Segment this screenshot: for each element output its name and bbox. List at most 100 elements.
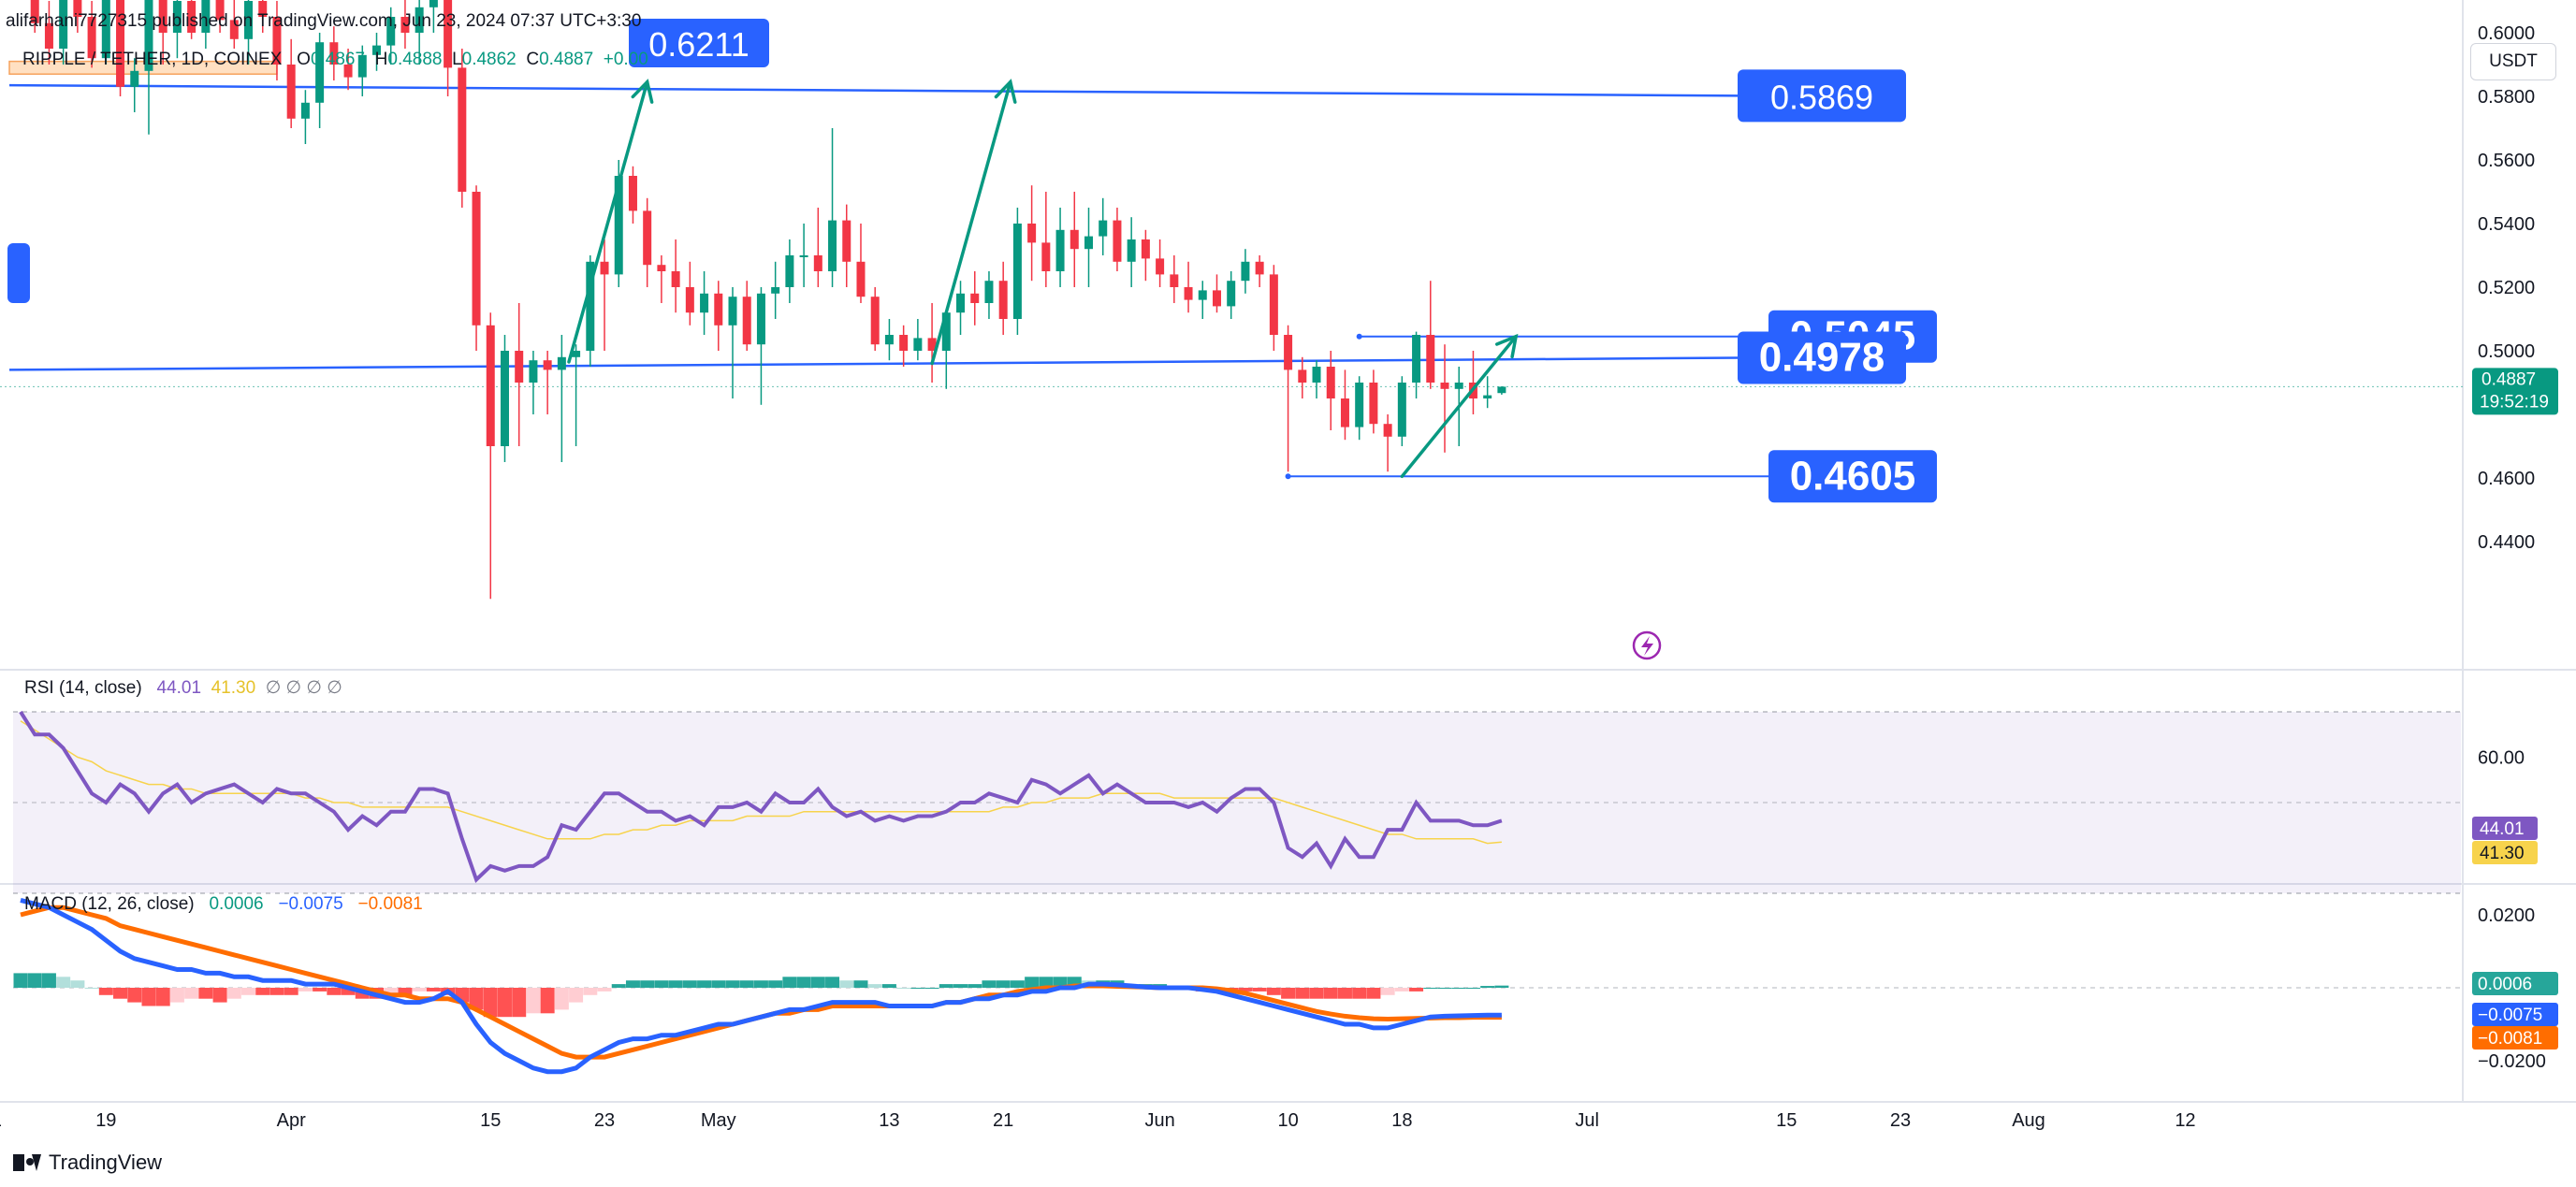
candle-body [101, 0, 110, 59]
candle-body [1070, 229, 1079, 250]
macd-histogram-bar [569, 988, 584, 1003]
candle-body [244, 0, 254, 39]
macd-histogram-bar [384, 988, 399, 995]
candle-body [1497, 386, 1506, 394]
macd-value-badge [2472, 1003, 2558, 1026]
time-tick-label: Jun [1144, 1110, 1174, 1131]
macd-histogram-bar [839, 980, 854, 988]
candle-body [1141, 239, 1150, 259]
macd-histogram-bar [540, 988, 555, 1014]
macd-line-value: −0.0075 [278, 894, 343, 914]
candle-body [771, 287, 780, 294]
macd-histogram-bar [1025, 977, 1040, 988]
rsi-ma-badge-text: 41.30 [2480, 844, 2525, 863]
macd-histogram-bar [853, 980, 868, 988]
last-price-badge [2472, 368, 2558, 415]
macd-histogram-bar [711, 980, 726, 988]
macd-histogram-bar [483, 988, 498, 1018]
price-tick-label: 0.6000 [2478, 23, 2535, 44]
top-label-text: 0.6211 [648, 25, 749, 64]
macd-histogram-bar [426, 988, 441, 992]
macd-histogram-bar [753, 980, 768, 988]
candle-body [300, 102, 310, 119]
macd-line [20, 897, 1502, 1075]
macd-histogram-bar [640, 980, 655, 988]
macd-histogram-bar [1323, 988, 1338, 999]
macd-histogram-bar [697, 980, 712, 988]
candle-body [1027, 224, 1037, 243]
candle-body [372, 45, 381, 55]
candle-body [1426, 335, 1435, 383]
macd-histogram-bar [1281, 988, 1296, 999]
symbol-legend: RIPPLE / TETHER, 1D, COINEX O0.4867 H0.4… [22, 50, 648, 70]
candle-body [500, 351, 509, 446]
macd-histogram-bar [226, 988, 241, 999]
candle-body [685, 287, 694, 313]
candle-body [1326, 367, 1335, 398]
range-low-anchor [1285, 473, 1291, 480]
macd-histogram-bar [70, 980, 85, 988]
macd-histogram-bar [113, 988, 128, 999]
candle-body [586, 261, 595, 351]
macd-histogram-bar [212, 988, 227, 1003]
price-label-text: 0.5869 [1770, 78, 1873, 116]
candle-body [927, 338, 937, 351]
macd-histogram-bar [953, 984, 968, 988]
time-tick-label: 19 [95, 1110, 116, 1131]
macd-tick-label: 0.0200 [2478, 905, 2535, 926]
macd-histogram-bar [1309, 988, 1324, 999]
macd-histogram-bar [1067, 977, 1082, 988]
macd-histogram-bar [810, 977, 825, 988]
macd-histogram-bar [982, 980, 997, 988]
candle-body [984, 281, 994, 303]
macd-histogram-bar [1252, 988, 1267, 992]
macd-title[interactable]: MACD (12, 26, close) [24, 894, 195, 914]
candle-body [229, 20, 239, 39]
candle-body [1127, 239, 1136, 262]
time-tick-label: Jul [1575, 1110, 1599, 1131]
support-trend-line [8, 356, 1741, 371]
macd-histogram-bar [1238, 988, 1253, 992]
projection-arrow-2-head [994, 79, 1017, 104]
macd-histogram-bar [13, 973, 28, 988]
currency-button[interactable]: USDT [2470, 43, 2556, 80]
symbol-name[interactable]: RIPPLE / TETHER, 1D, COINEX [22, 50, 283, 69]
time-tick-label: 15 [1776, 1110, 1797, 1131]
macd-histogram-bar [98, 988, 113, 995]
candle-body [201, 0, 211, 33]
macd-hist-value: 0.0006 [209, 894, 264, 914]
macd-histogram-bar [1423, 988, 1438, 989]
macd-histogram-bar [654, 980, 669, 988]
tradingview-logo-icon [13, 1154, 41, 1171]
candle-body [44, 22, 53, 49]
candle-body [572, 351, 581, 357]
rsi-tick-label: 60.00 [2478, 748, 2525, 769]
last-price-value: 0.4887 [2481, 369, 2536, 389]
candle-body [1369, 383, 1378, 425]
macd-histogram-bar [996, 980, 1011, 988]
macd-histogram-bar [27, 973, 42, 988]
macd-histogram-bar [668, 980, 683, 988]
candle-body [813, 255, 822, 271]
time-tick-label: 11 [0, 1110, 2, 1131]
candle-body [1099, 220, 1108, 237]
candle-body [1084, 236, 1093, 250]
candle-body [970, 293, 980, 303]
macd-histogram-bar [1366, 988, 1381, 999]
macd-histogram-bar [867, 984, 882, 988]
time-tick-label: 12 [2175, 1110, 2195, 1131]
macd-histogram-bar [469, 988, 484, 1010]
projection-arrow-3 [1400, 334, 1518, 479]
macd-histogram-bar [298, 988, 313, 992]
rsi-title[interactable]: RSI (14, close) [24, 678, 142, 698]
macd-histogram-bar [583, 988, 598, 995]
price-label-text: 0.4605 [1790, 453, 1916, 499]
macd-histogram-bar [1266, 988, 1281, 995]
macd-value-badge-text: 0.0006 [2478, 975, 2532, 994]
time-tick-label: 10 [1277, 1110, 1298, 1131]
candle-body [429, 0, 438, 7]
projection-arrow-1-head [631, 79, 654, 104]
candle-body [87, 17, 96, 59]
footer-branding[interactable]: TradingView [13, 1151, 162, 1175]
